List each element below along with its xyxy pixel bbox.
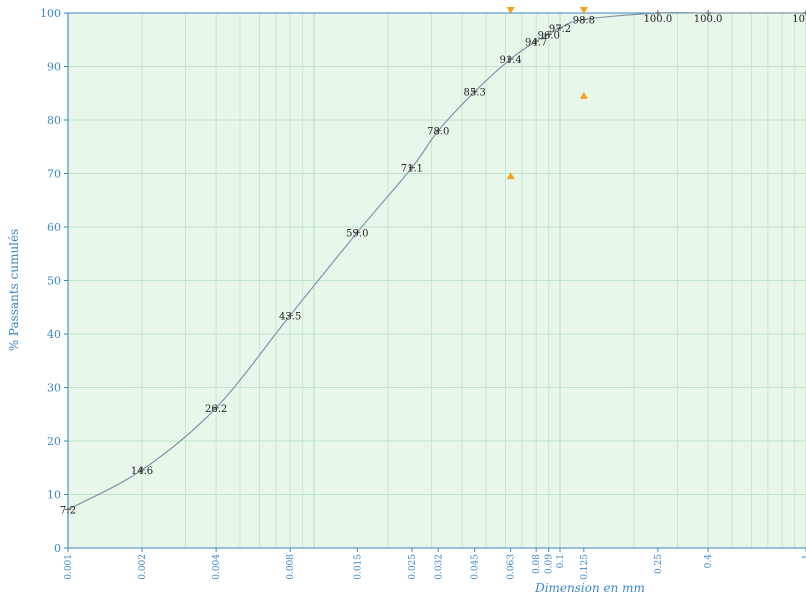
data-point bbox=[213, 404, 220, 411]
data-label: 71.1 bbox=[401, 164, 423, 175]
x-tick-label: 0.025 bbox=[408, 554, 418, 580]
x-tick-label: 0.1 bbox=[556, 554, 566, 568]
data-label: 91.4 bbox=[500, 55, 522, 66]
y-tick-labels: 0 10 20 30 40 50 60 70 80 90 100 bbox=[40, 7, 68, 555]
data-label: 59.0 bbox=[346, 228, 368, 239]
x-tick-label: 0.08 bbox=[532, 554, 542, 574]
x-tick-label: 0.001 bbox=[64, 554, 74, 580]
data-point bbox=[408, 164, 415, 171]
data-point bbox=[580, 16, 587, 23]
data-point bbox=[65, 506, 71, 513]
y-tick-label: 10 bbox=[47, 489, 61, 502]
y-tick-label: 30 bbox=[47, 382, 61, 395]
data-label: 7.2 bbox=[60, 505, 76, 516]
data-label: 43.5 bbox=[279, 311, 301, 322]
data-point bbox=[139, 466, 146, 473]
y-tick-label: 40 bbox=[47, 328, 61, 341]
data-point bbox=[705, 10, 712, 16]
x-tick-label: 0.004 bbox=[212, 554, 222, 580]
y-tick-label: 50 bbox=[47, 275, 61, 288]
x-tick-label: 0.125 bbox=[580, 554, 590, 580]
data-point bbox=[803, 10, 806, 16]
y-axis-title: % Passants cumulés bbox=[7, 229, 21, 352]
data-label: 100.0 bbox=[644, 14, 673, 25]
data-label: 100.0 bbox=[694, 14, 723, 25]
x-tick-label: 1 bbox=[802, 554, 806, 560]
data-label: 10 bbox=[792, 14, 805, 25]
data-point bbox=[354, 229, 361, 236]
y-tick-label: 70 bbox=[47, 168, 61, 181]
data-points bbox=[65, 10, 806, 513]
x-tick-labels: 0.001 0.002 0.004 0.008 0.015 0.025 0.032 0.045… bbox=[64, 548, 806, 580]
data-label: 96.0 bbox=[538, 30, 560, 41]
reference-marker bbox=[579, 7, 588, 14]
x-tick-label: 0.015 bbox=[353, 554, 363, 580]
data-point bbox=[435, 127, 442, 134]
x-tick-label: 0.09 bbox=[545, 554, 555, 574]
x-tick-label: 0.002 bbox=[138, 554, 148, 580]
reference-markers bbox=[506, 7, 588, 180]
y-tick-label: 20 bbox=[47, 435, 61, 448]
y-tick-label: 100 bbox=[40, 7, 61, 20]
reference-marker bbox=[579, 91, 588, 99]
data-point bbox=[654, 10, 661, 16]
data-labels: 7.214.626.243.559.071.178.085.391.494.79… bbox=[60, 14, 805, 516]
data-point bbox=[471, 88, 478, 95]
y-tick-label: 0 bbox=[54, 542, 61, 555]
data-label: 94.7 bbox=[525, 37, 547, 48]
y-tick-label: 80 bbox=[47, 114, 61, 127]
x-tick-label: 0.4 bbox=[704, 554, 714, 569]
y-tick-label: 90 bbox=[47, 61, 61, 74]
data-label: 98.8 bbox=[573, 15, 595, 26]
x-tick-label: 0.008 bbox=[286, 554, 296, 580]
x-tick-label: 0.25 bbox=[654, 554, 664, 574]
data-point bbox=[287, 312, 294, 319]
data-point bbox=[533, 38, 540, 45]
data-label: 78.0 bbox=[427, 127, 449, 138]
x-axis-title: Dimension en mm bbox=[534, 581, 645, 594]
reference-marker bbox=[506, 7, 515, 14]
data-point bbox=[557, 24, 563, 31]
y-tick-label: 60 bbox=[47, 221, 61, 234]
data-label: 85.3 bbox=[464, 88, 486, 99]
data-point bbox=[545, 31, 552, 38]
data-label: 97.2 bbox=[549, 24, 571, 35]
data-label: 26.2 bbox=[205, 404, 227, 415]
x-tick-label: 0.063 bbox=[507, 554, 517, 580]
reference-marker bbox=[506, 172, 515, 180]
data-point bbox=[507, 56, 514, 63]
data-label: 14.6 bbox=[131, 466, 153, 477]
x-tick-label: 0.045 bbox=[471, 554, 481, 580]
x-tick-label: 0.032 bbox=[434, 554, 444, 580]
